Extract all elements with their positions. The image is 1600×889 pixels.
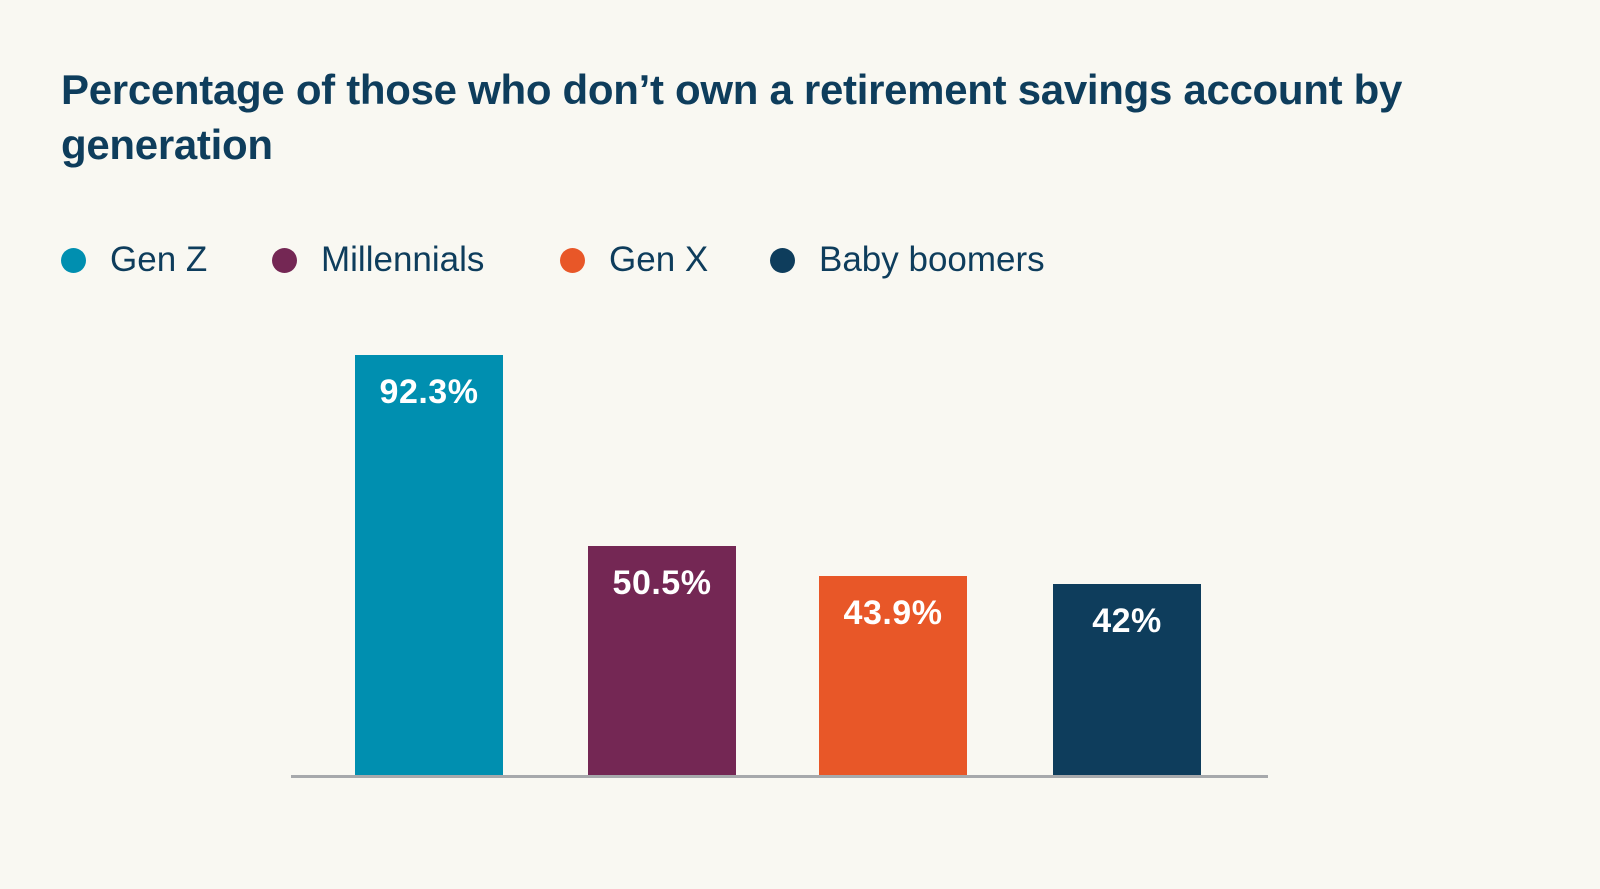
- legend-label: Gen Z: [110, 240, 208, 279]
- chart-title: Percentage of those who don’t own a reti…: [61, 66, 1403, 168]
- bar-gen-x: 43.9%: [819, 576, 967, 776]
- bar-baby-boomers: 42%: [1053, 584, 1201, 776]
- legend: Gen Z Millennials Gen X Baby boomers: [61, 238, 1045, 282]
- legend-item-millennials: Millennials: [272, 240, 560, 280]
- legend-label: Baby boomers: [819, 240, 1045, 279]
- legend-dot-icon: [272, 247, 297, 273]
- legend-item-gen-x: Gen X: [560, 240, 770, 280]
- bar-value-label: 50.5%: [612, 564, 712, 602]
- legend-dot-icon: [560, 247, 585, 273]
- legend-dot-icon: [770, 247, 795, 273]
- bar-value-label: 42%: [1092, 602, 1162, 640]
- legend-item-gen-z: Gen Z: [61, 240, 272, 280]
- legend-item-baby-boomers: Baby boomers: [770, 240, 1045, 280]
- x-axis-baseline: [291, 775, 1268, 778]
- bar-millennials: 50.5%: [588, 546, 736, 776]
- bar-value-label: 92.3%: [379, 373, 479, 411]
- legend-label: Millennials: [321, 240, 485, 279]
- bar-gen-z: 92.3%: [355, 355, 503, 776]
- legend-label: Gen X: [609, 240, 709, 279]
- bar-value-label: 43.9%: [843, 594, 943, 632]
- legend-dot-icon: [61, 247, 86, 273]
